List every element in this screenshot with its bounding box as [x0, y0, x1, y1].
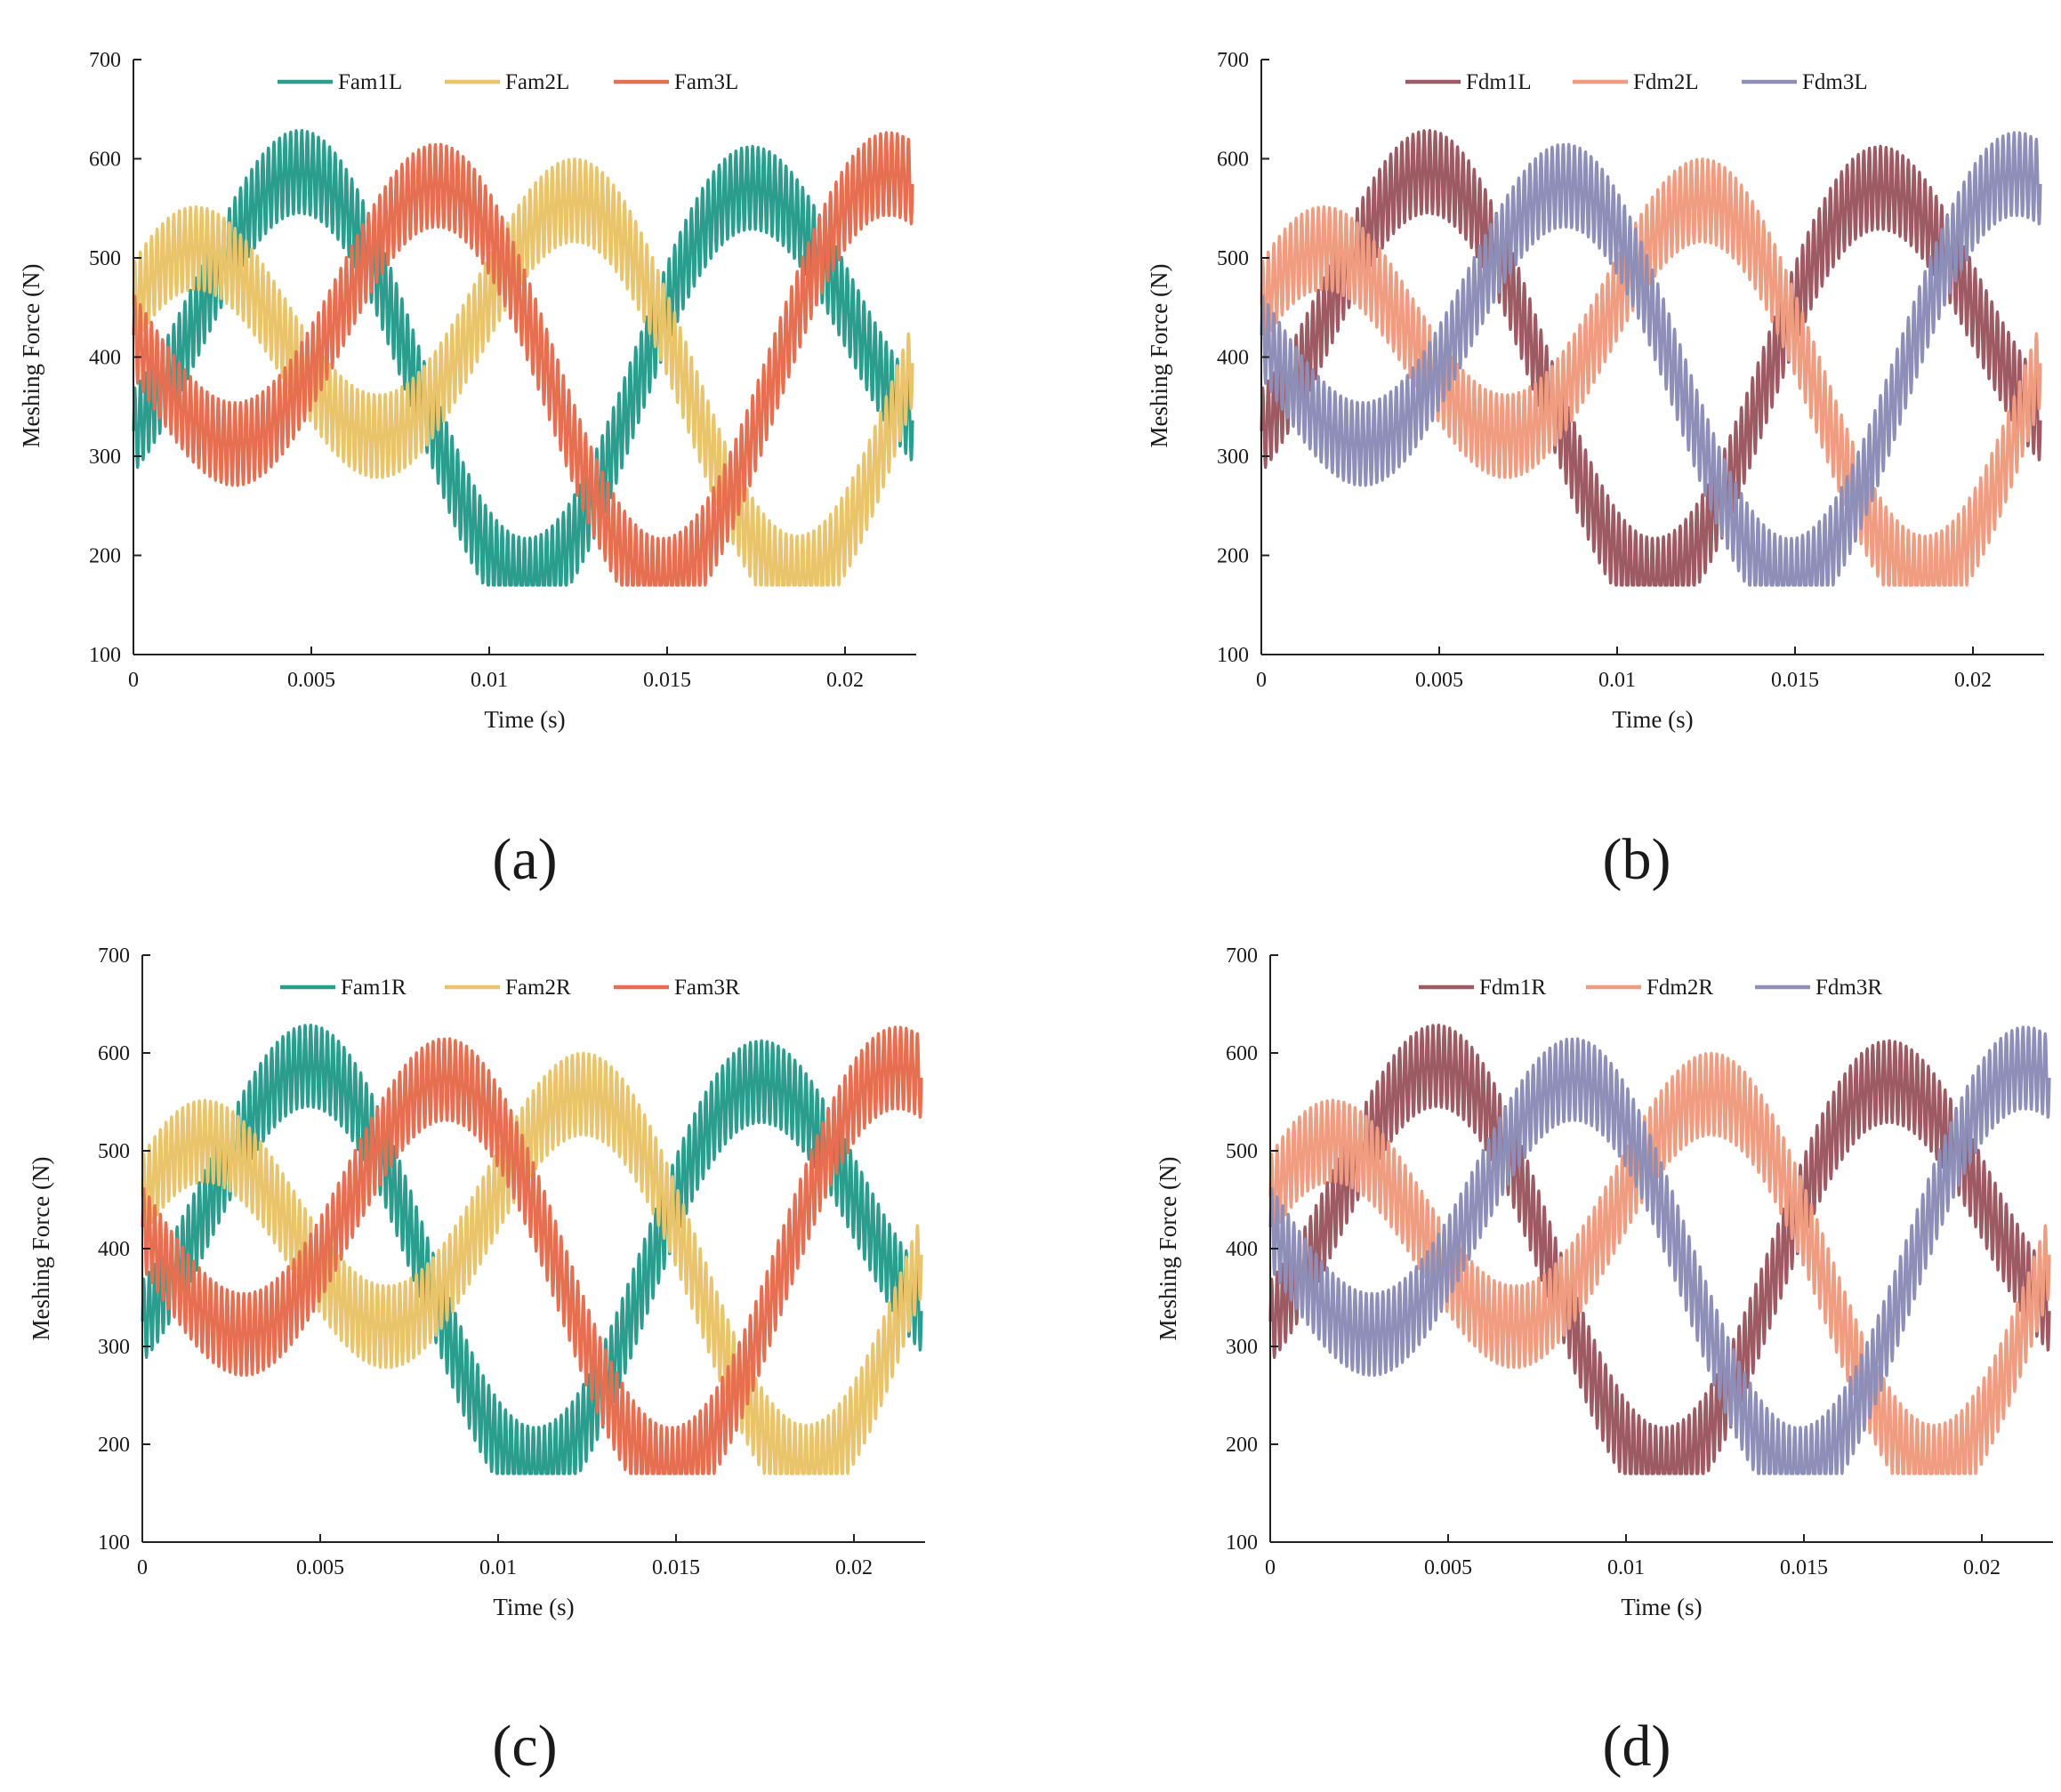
legend-label: Fdm3L	[1802, 70, 1868, 94]
y-tick-label: 100	[98, 1531, 130, 1555]
panel-label: (c)	[492, 1714, 557, 1779]
series-line-fdm2l	[1260, 157, 2042, 587]
chart-panel: 100 200 300 400 500 600 700 0 0.005 0.01 0.015 0.02…	[18, 49, 916, 733]
y-tick-label: 300	[1226, 1336, 1258, 1359]
x-tick-label: 0.01	[471, 669, 508, 692]
y-tick-label: 500	[89, 247, 121, 270]
x-tick-label: 0.02	[835, 1556, 873, 1579]
legend-label: Fdm1R	[1479, 976, 1546, 1000]
legend-label: Fam3R	[674, 976, 740, 1000]
x-tick-label: 0	[128, 669, 139, 692]
x-tick-label: 0.015	[1771, 669, 1819, 692]
legend-label: Fam2R	[505, 976, 571, 1000]
legend-label: Fam2L	[505, 70, 569, 94]
y-tick-label: 100	[1226, 1531, 1258, 1555]
y-tick-label: 300	[98, 1336, 130, 1359]
x-tick-label: 0.005	[1424, 1556, 1472, 1579]
y-tick-label: 700	[89, 49, 121, 72]
x-tick-label: 0.015	[652, 1556, 700, 1579]
series-line-fdm2r	[1268, 1051, 2051, 1475]
x-axis-label: Time (s)	[484, 706, 565, 733]
x-tick-label: 0.015	[643, 669, 691, 692]
y-tick-label: 600	[1226, 1042, 1258, 1065]
x-tick-label: 0.02	[1963, 1556, 2001, 1579]
y-tick-label: 700	[98, 944, 130, 968]
x-axis-label: Time (s)	[1612, 706, 1693, 733]
y-tick-label: 600	[89, 149, 121, 172]
chart-panel: 100 200 300 400 500 600 700 0 0.005 0.01 0.015 0.02…	[1155, 944, 2053, 1620]
y-tick-label: 500	[1226, 1140, 1258, 1163]
y-tick-label: 200	[1217, 545, 1249, 568]
y-tick-label: 100	[89, 644, 121, 667]
x-tick-label: 0.01	[1598, 669, 1636, 692]
x-tick-label: 0.01	[1607, 1556, 1645, 1579]
legend: Fdm1R Fdm2R Fdm3R	[1419, 976, 1882, 1000]
y-axis-label: Meshing Force (N)	[18, 264, 44, 448]
legend-label: Fam1R	[341, 976, 407, 1000]
y-axis-label: Meshing Force (N)	[1146, 264, 1172, 448]
x-tick-label: 0.005	[287, 669, 335, 692]
x-axis-label: Time (s)	[1621, 1594, 1702, 1620]
x-tick-label: 0.005	[1415, 669, 1463, 692]
legend-label: Fdm1L	[1466, 70, 1532, 94]
y-tick-label: 400	[89, 347, 121, 370]
series-line-fam1r	[141, 1024, 923, 1475]
y-tick-label: 200	[1226, 1434, 1258, 1457]
legend-label: Fam1L	[338, 70, 402, 94]
y-tick-label: 200	[89, 545, 121, 568]
legend-label: Fdm3R	[1815, 976, 1882, 1000]
panel-label: (d)	[1603, 1714, 1671, 1779]
series-line-fam2l	[132, 157, 914, 587]
y-axis-label: Meshing Force (N)	[1155, 1157, 1181, 1341]
y-tick-label: 400	[1217, 347, 1249, 370]
series-line-fdm3r	[1268, 1025, 2051, 1475]
legend: Fam1L Fam2L Fam3L	[278, 70, 738, 94]
y-tick-label: 600	[1217, 149, 1249, 172]
y-tick-label: 700	[1217, 49, 1249, 72]
x-tick-label: 0.015	[1780, 1556, 1828, 1579]
series-line-fdm1r	[1268, 1024, 2051, 1475]
x-tick-label: 0.02	[826, 669, 864, 692]
panel-label: (b)	[1603, 827, 1671, 892]
legend: Fam1R Fam2R Fam3R	[280, 976, 740, 1000]
x-tick-label: 0.005	[296, 1556, 344, 1579]
x-tick-label: 0	[1265, 1556, 1276, 1579]
legend-label: Fdm2R	[1646, 976, 1713, 1000]
y-tick-label: 300	[89, 446, 121, 469]
series-line-fam1l	[132, 129, 914, 587]
legend: Fdm1L Fdm2L Fdm3L	[1405, 70, 1868, 94]
y-tick-label: 400	[98, 1238, 130, 1261]
series-line-fdm3l	[1260, 131, 2042, 587]
panel-label: (a)	[492, 827, 557, 892]
y-tick-label: 700	[1226, 944, 1258, 968]
y-tick-label: 300	[1217, 446, 1249, 469]
x-tick-label: 0.01	[479, 1556, 517, 1579]
series-line-fam3l	[132, 131, 914, 587]
y-tick-label: 200	[98, 1434, 130, 1457]
x-tick-label: 0.02	[1954, 669, 1992, 692]
x-tick-label: 0	[1256, 669, 1267, 692]
chart-panel: 100 200 300 400 500 600 700 0 0.005 0.01 0.015 0.02…	[1146, 49, 2044, 733]
legend-label: Fdm2L	[1633, 70, 1699, 94]
y-tick-label: 400	[1226, 1238, 1258, 1261]
chart-panel: 100 200 300 400 500 600 700 0 0.005 0.01 0.015 0.02…	[28, 944, 925, 1620]
series-line-fdm1l	[1260, 129, 2042, 587]
series-line-fam2r	[141, 1051, 923, 1475]
y-tick-label: 600	[98, 1042, 130, 1065]
y-tick-label: 500	[1217, 247, 1249, 270]
series-line-fam3r	[141, 1025, 923, 1475]
y-tick-label: 500	[98, 1140, 130, 1163]
y-tick-label: 100	[1217, 644, 1249, 667]
x-tick-label: 0	[137, 1556, 148, 1579]
y-axis-label: Meshing Force (N)	[28, 1157, 54, 1341]
x-axis-label: Time (s)	[493, 1594, 574, 1620]
legend-label: Fam3L	[674, 70, 738, 94]
